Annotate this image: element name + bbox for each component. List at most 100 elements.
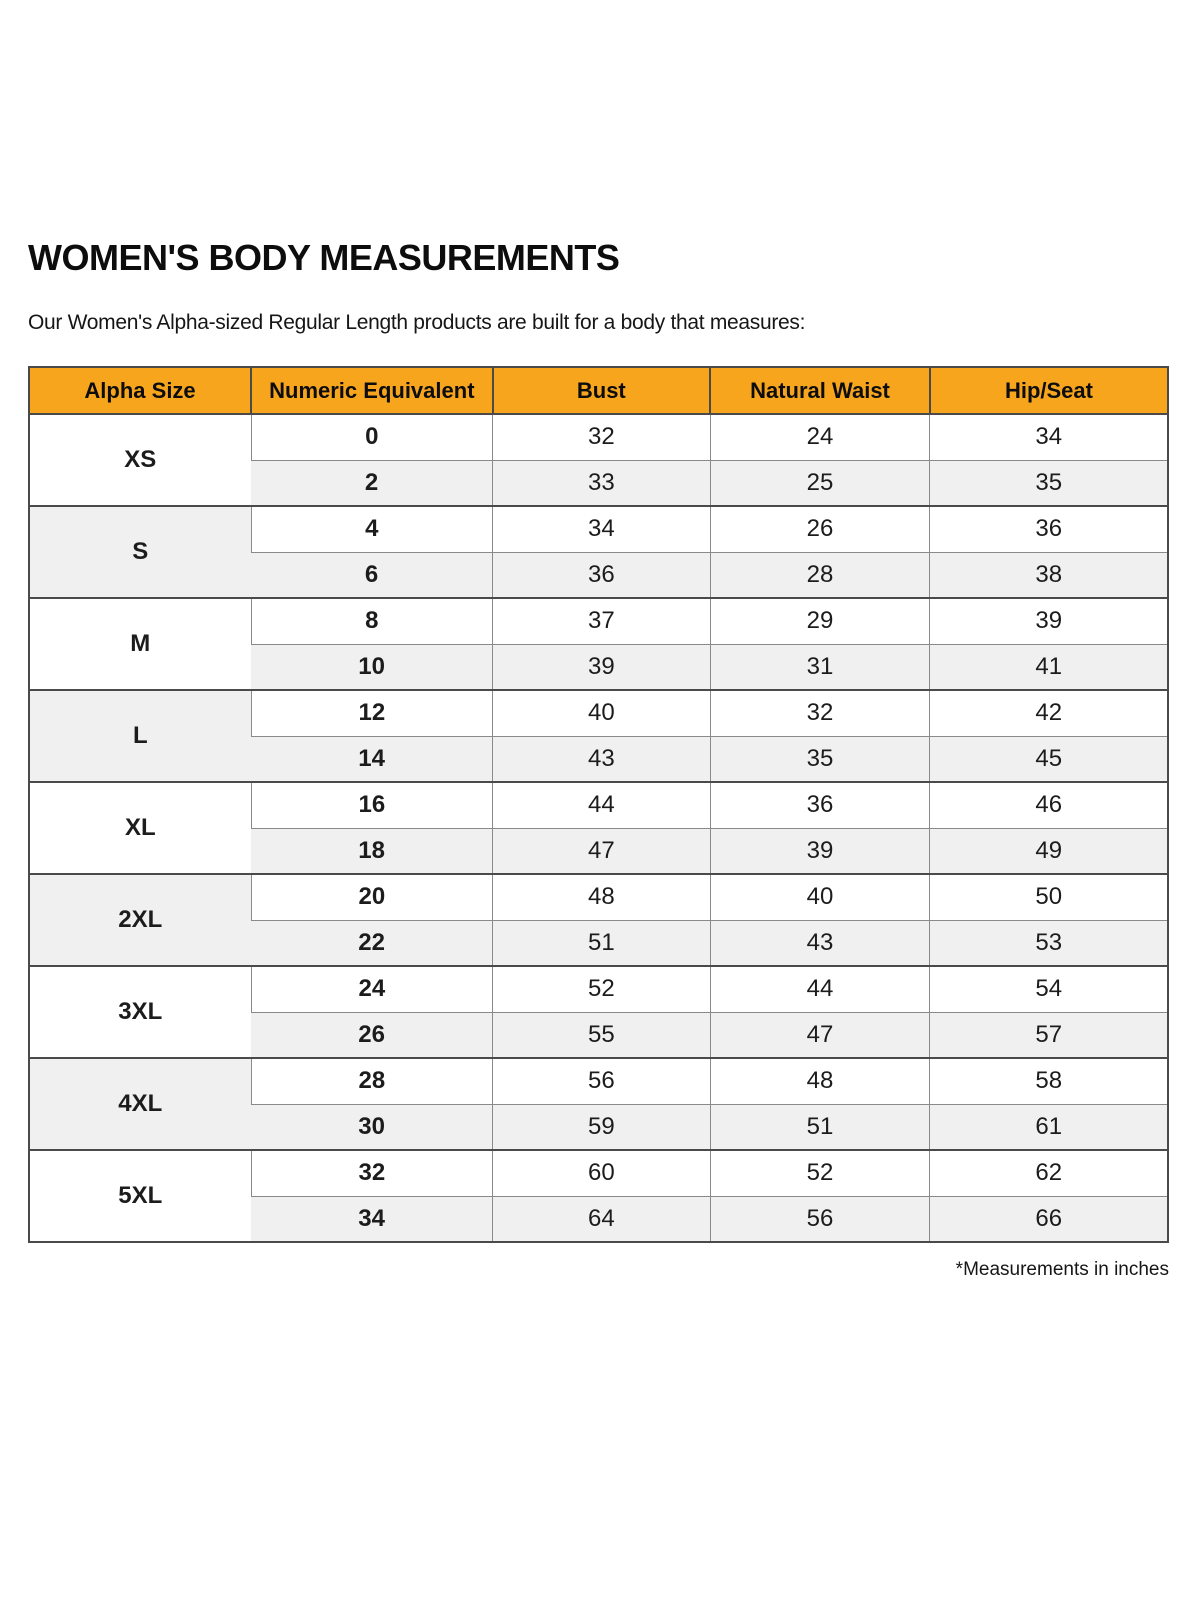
hip-seat-cell: 42 (929, 689, 1168, 737)
numeric-equivalent-cell: 24 (250, 965, 493, 1013)
table-row: S 4 34 26 36 (29, 505, 1168, 599)
natural-waist-cell: 24 (709, 413, 930, 461)
numeric-equivalent-cell: 20 (250, 873, 493, 921)
alpha-size-cell: S (29, 505, 252, 599)
numeric-equivalent-cell: 2 (251, 459, 493, 507)
alpha-size-cell: 2XL (29, 873, 252, 967)
hip-seat-cell: 62 (929, 1149, 1168, 1197)
natural-waist-cell: 56 (709, 1195, 930, 1243)
hip-seat-cell: 50 (929, 873, 1168, 921)
hip-seat-cell: 66 (929, 1195, 1168, 1243)
natural-waist-cell: 47 (709, 1011, 930, 1059)
natural-waist-cell: 25 (709, 459, 930, 507)
natural-waist-cell: 44 (709, 965, 930, 1013)
bust-cell: 52 (492, 965, 711, 1013)
page-title: WOMEN'S BODY MEASUREMENTS (28, 237, 620, 278)
numeric-equivalent-cell: 10 (251, 643, 493, 691)
natural-waist-cell: 35 (709, 735, 930, 783)
hip-seat-cell: 34 (929, 413, 1168, 461)
womens-body-measurements-table: Alpha Size Numeric Equivalent Bust Natur… (28, 366, 1169, 1244)
header-numeric-equivalent: Numeric Equivalent (250, 367, 493, 416)
natural-waist-cell: 43 (709, 919, 930, 967)
bust-cell: 37 (492, 597, 711, 645)
numeric-equivalent-cell: 6 (251, 551, 493, 599)
table-row: 4XL 28 56 48 58 (29, 1057, 1168, 1151)
table-row: 30 59 51 61 (29, 1103, 1168, 1151)
table-row: 10 39 31 41 (29, 643, 1168, 691)
bust-cell: 43 (492, 735, 711, 783)
bust-cell: 36 (492, 551, 711, 599)
hip-seat-cell: 53 (929, 919, 1168, 967)
bust-cell: 64 (492, 1195, 711, 1243)
hip-seat-cell: 57 (929, 1011, 1168, 1059)
natural-waist-cell: 29 (709, 597, 930, 645)
numeric-equivalent-cell: 34 (251, 1195, 493, 1243)
numeric-equivalent-cell: 18 (251, 827, 493, 875)
alpha-size-cell: L (29, 689, 252, 783)
size-chart-content: WOMEN'S BODY MEASUREMENTS Our Women's Al… (28, 240, 1169, 1281)
table-row: L 12 40 32 42 (29, 689, 1168, 783)
header-bust: Bust (491, 367, 711, 416)
numeric-equivalent-cell: 8 (250, 597, 493, 645)
numeric-equivalent-cell: 32 (250, 1149, 493, 1197)
hip-seat-cell: 46 (929, 781, 1168, 829)
table-row: 18 47 39 49 (29, 827, 1168, 875)
bust-cell: 56 (492, 1057, 711, 1105)
hip-seat-cell: 45 (929, 735, 1168, 783)
bust-cell: 39 (492, 643, 711, 691)
hip-seat-cell: 61 (929, 1103, 1168, 1151)
page-subtitle: Our Women's Alpha-sized Regular Length p… (28, 311, 806, 334)
alpha-size-cell: 3XL (29, 965, 252, 1059)
numeric-equivalent-cell: 26 (251, 1011, 493, 1059)
natural-waist-cell: 32 (709, 689, 930, 737)
header-natural-waist: Natural Waist (709, 367, 930, 416)
table-row: 22 51 43 53 (29, 919, 1168, 967)
hip-seat-cell: 58 (929, 1057, 1168, 1105)
natural-waist-cell: 26 (709, 505, 930, 553)
alpha-size-cell: 4XL (29, 1057, 252, 1151)
table-row: 14 43 35 45 (29, 735, 1168, 783)
table-row: 2 33 25 35 (29, 459, 1168, 507)
alpha-size-cell: M (29, 597, 252, 691)
table-row: 26 55 47 57 (29, 1011, 1168, 1059)
hip-seat-cell: 49 (929, 827, 1168, 875)
bust-cell: 34 (492, 505, 711, 553)
alpha-size-cell: XS (29, 413, 252, 507)
natural-waist-cell: 40 (709, 873, 930, 921)
bust-cell: 32 (492, 413, 711, 461)
natural-waist-cell: 48 (709, 1057, 930, 1105)
table-row: 34 64 56 66 (29, 1195, 1168, 1243)
table-header-row: Alpha Size Numeric Equivalent Bust Natur… (29, 367, 1168, 416)
table-row: 3XL 24 52 44 54 (29, 965, 1168, 1059)
table-row: 5XL 32 60 52 62 (29, 1149, 1168, 1243)
table-row: 6 36 28 38 (29, 551, 1168, 599)
bust-cell: 55 (492, 1011, 711, 1059)
hip-seat-cell: 38 (929, 551, 1168, 599)
bust-cell: 33 (492, 459, 711, 507)
alpha-size-cell: 5XL (29, 1149, 252, 1243)
bust-cell: 48 (492, 873, 711, 921)
hip-seat-cell: 35 (929, 459, 1168, 507)
header-hip-seat: Hip/Seat (928, 367, 1168, 416)
header-alpha-size: Alpha Size (29, 367, 252, 416)
numeric-equivalent-cell: 0 (250, 413, 493, 461)
numeric-equivalent-cell: 28 (250, 1057, 493, 1105)
bust-cell: 60 (492, 1149, 711, 1197)
numeric-equivalent-cell: 14 (251, 735, 493, 783)
numeric-equivalent-cell: 4 (250, 505, 493, 553)
bust-cell: 44 (492, 781, 711, 829)
numeric-equivalent-cell: 16 (250, 781, 493, 829)
table-row: XS 0 32 24 34 (29, 413, 1168, 507)
natural-waist-cell: 51 (709, 1103, 930, 1151)
bust-cell: 59 (492, 1103, 711, 1151)
natural-waist-cell: 28 (709, 551, 930, 599)
alpha-size-cell: XL (29, 781, 252, 875)
numeric-equivalent-cell: 30 (251, 1103, 493, 1151)
table-row: XL 16 44 36 46 (29, 781, 1168, 875)
table-row: 2XL 20 48 40 50 (29, 873, 1168, 967)
natural-waist-cell: 36 (709, 781, 930, 829)
numeric-equivalent-cell: 12 (250, 689, 493, 737)
hip-seat-cell: 36 (929, 505, 1168, 553)
numeric-equivalent-cell: 22 (251, 919, 493, 967)
